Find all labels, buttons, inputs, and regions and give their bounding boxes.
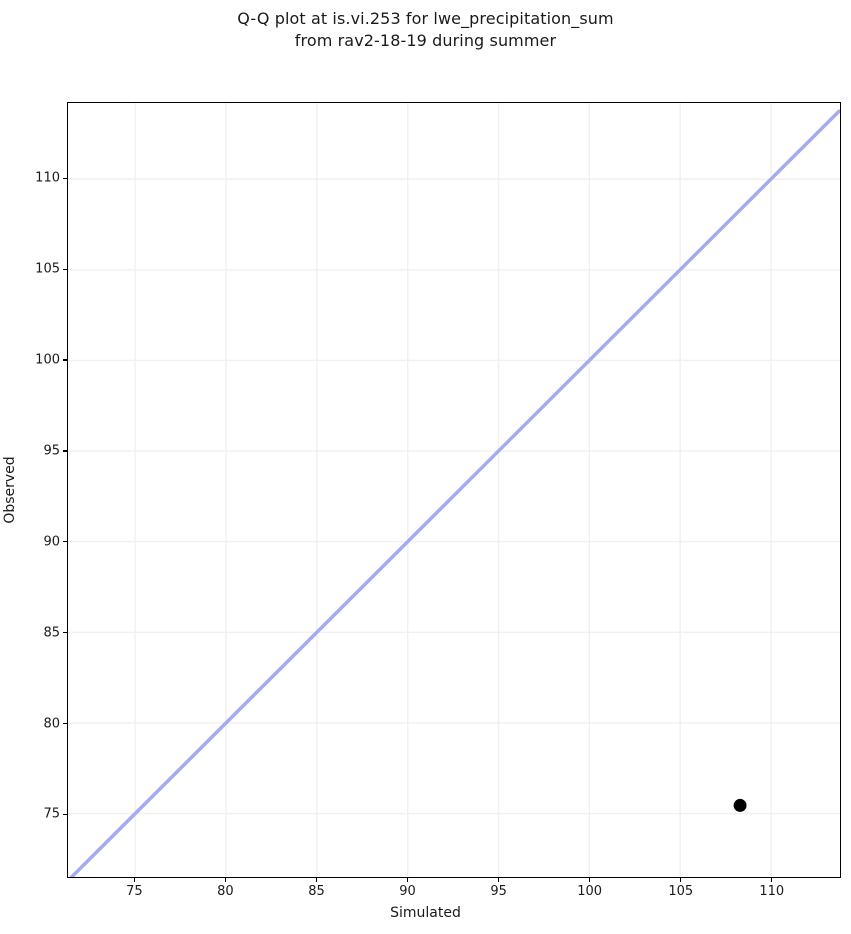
x-tick-label: 80	[217, 884, 234, 899]
x-tick-mark	[315, 878, 318, 882]
y-tick-label: 110	[35, 170, 60, 186]
y-tick-label: 85	[43, 625, 60, 641]
x-tick-label: 95	[490, 884, 507, 899]
x-tick-label: 105	[668, 884, 694, 899]
reference-line	[69, 109, 840, 877]
chart-title: Q-Q plot at is.vi.253 for lwe_precipitat…	[237, 9, 614, 50]
y-tick-mark	[63, 722, 67, 725]
x-tick-mark	[133, 878, 135, 882]
x-axis-label: Simulated	[390, 905, 461, 921]
y-tick-label: 100	[35, 352, 60, 368]
x-tick-mark	[406, 878, 409, 882]
x-tick-mark	[771, 878, 773, 882]
plot-area	[67, 102, 841, 878]
plot-svg	[68, 103, 840, 877]
data-point-markers	[733, 798, 747, 812]
x-tick-mark	[589, 878, 591, 882]
grid-lines-vertical	[134, 103, 772, 877]
x-tick-label: 75	[126, 884, 143, 899]
y-axis-label: Observed	[2, 456, 18, 524]
y-tick-mark	[63, 268, 67, 270]
x-tick-mark	[224, 878, 227, 882]
y-tick-label: 80	[43, 716, 60, 732]
reference-line-one-to-one	[69, 109, 840, 877]
x-tick-label: 90	[399, 884, 416, 899]
y-tick-mark	[63, 541, 67, 543]
x-tick-mark	[680, 878, 682, 882]
y-tick-mark	[63, 632, 67, 634]
x-tick-label: 100	[577, 884, 603, 899]
y-tick-mark	[63, 177, 67, 179]
y-tick-mark	[63, 813, 67, 815]
x-tick-mark	[498, 878, 500, 882]
y-tick-label: 95	[43, 443, 60, 459]
data-point-marker	[733, 798, 747, 812]
y-tick-label: 90	[43, 534, 60, 550]
y-tick-label: 75	[43, 806, 60, 822]
y-tick-mark	[63, 450, 67, 452]
x-tick-label: 110	[759, 884, 785, 899]
grid-lines-horizontal	[68, 178, 840, 815]
y-tick-label: 105	[35, 261, 60, 277]
x-tick-label: 85	[308, 884, 325, 899]
y-tick-mark	[63, 359, 67, 361]
